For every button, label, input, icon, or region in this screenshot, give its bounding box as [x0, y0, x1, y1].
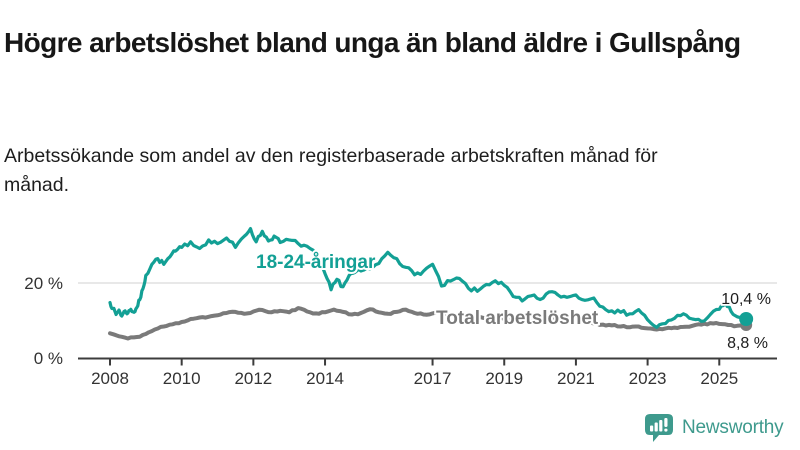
x-tick-label-2019: 2019 — [485, 369, 523, 388]
x-tick-label-2017: 2017 — [414, 369, 452, 388]
x-tick-label-2008: 2008 — [91, 369, 129, 388]
x-axis: 2008 2010 2012 2014 2017 2019 2021 2023 2025 — [78, 357, 777, 388]
x-tick-label-2021: 2021 — [557, 369, 595, 388]
page-title: Högre arbetslöshet bland unga än bland ä… — [4, 26, 741, 58]
x-tick-label-2023: 2023 — [629, 369, 667, 388]
x-tick-label-2025: 2025 — [700, 369, 738, 388]
newsworthy-brand-text: Newsworthy — [682, 417, 784, 438]
x-tick-label-2014: 2014 — [306, 369, 344, 388]
series-youth-end-dot — [739, 312, 754, 326]
series-total-line — [108, 306, 749, 341]
series-total-label: Total arbetslöshet — [436, 308, 599, 329]
y-tick-label-20: 20 % — [24, 274, 63, 293]
x-tick-label-2012: 2012 — [234, 369, 272, 388]
series-youth-line — [108, 227, 748, 329]
y-tick-label-0: 0 % — [34, 349, 63, 368]
unemployment-line-chart: 2008 2010 2012 2014 2017 2019 2021 2023 2025 0 %… — [24, 227, 777, 388]
x-tick-label-2010: 2010 — [163, 369, 201, 388]
y-axis-labels: 0 % 20 % — [24, 274, 63, 368]
series-total-end-value: 8,8 % — [727, 335, 768, 352]
page-subtitle: Arbetssökande som andel av den registerb… — [4, 144, 658, 196]
series-youth-end-value: 10,4 % — [721, 291, 771, 308]
series-youth-label: 18-24-åringar — [256, 252, 376, 273]
newsworthy-logo[interactable]: Newsworthy — [644, 413, 784, 443]
newsworthy-logo-icon — [645, 414, 673, 442]
